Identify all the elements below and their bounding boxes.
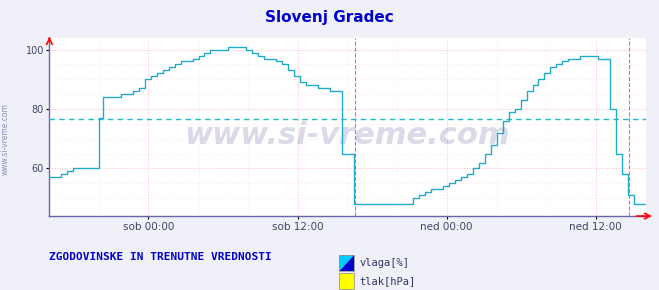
Text: tlak[hPa]: tlak[hPa]	[359, 276, 415, 287]
Text: www.si-vreme.com: www.si-vreme.com	[185, 121, 511, 150]
Text: ZGODOVINSKE IN TRENUTNE VREDNOSTI: ZGODOVINSKE IN TRENUTNE VREDNOSTI	[49, 252, 272, 262]
Text: Slovenj Gradec: Slovenj Gradec	[265, 10, 394, 25]
Text: vlaga[%]: vlaga[%]	[359, 258, 409, 268]
Text: www.si-vreme.com: www.si-vreme.com	[1, 103, 10, 175]
